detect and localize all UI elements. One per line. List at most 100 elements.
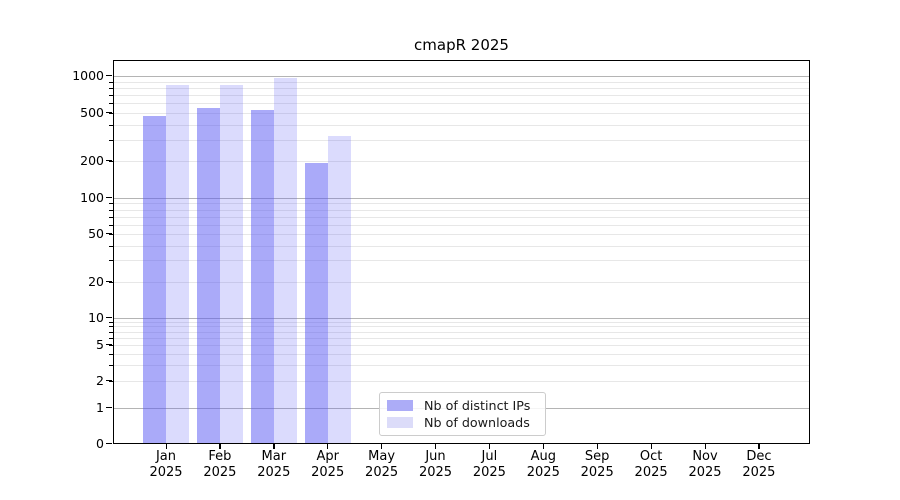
gridline-major	[114, 198, 809, 199]
x-tick-label-sep: Sep 2025	[567, 449, 627, 480]
gridline-minor	[114, 95, 809, 96]
x-tick-month: Mar	[261, 449, 287, 464]
x-tick-year: 2025	[311, 464, 345, 480]
x-tick-year: 2025	[203, 464, 237, 480]
x-tick-year: 2025	[257, 464, 291, 480]
y-tick-label: 100	[80, 190, 104, 205]
y-tick-mark-minor	[109, 322, 113, 323]
x-tick-label-jun: Jun 2025	[406, 449, 466, 480]
x-tick-month: Dec	[746, 449, 772, 464]
x-tick-label-aug: Aug 2025	[513, 449, 573, 480]
x-tick-month: Apr	[316, 449, 339, 464]
y-tick-label: 200	[80, 153, 104, 168]
y-tick-label: 10	[88, 310, 104, 325]
bar-downloads-mar	[274, 78, 297, 443]
x-tick-month: Feb	[208, 449, 232, 464]
x-tick-label-dec: Dec 2025	[729, 449, 789, 480]
y-tick-mark-minor	[109, 326, 113, 327]
gridline-minor	[114, 322, 809, 323]
y-tick-mark	[106, 443, 112, 445]
x-tick-label-mar: Mar 2025	[244, 449, 304, 480]
x-tick-month: Nov	[692, 449, 718, 464]
y-tick-mark	[106, 281, 112, 283]
x-tick-year: 2025	[472, 464, 506, 480]
x-tick-mark	[219, 444, 221, 449]
bar-distinct-ips-mar	[251, 110, 274, 443]
x-tick-year: 2025	[634, 464, 668, 480]
gridline-major	[114, 318, 809, 319]
gridline-minor	[114, 381, 809, 382]
plot-area	[113, 60, 810, 444]
x-tick-year: 2025	[526, 464, 560, 480]
y-tick-mark-minor	[109, 82, 113, 83]
x-tick-label-jan: Jan 2025	[136, 449, 196, 480]
gridline-minor	[114, 234, 809, 235]
y-tick-mark-minor	[109, 113, 113, 114]
legend: Nb of distinct IPs Nb of downloads	[379, 392, 546, 436]
gridline-minor	[114, 217, 809, 218]
gridline-minor	[114, 326, 809, 327]
legend-row-downloads: Nb of downloads	[387, 414, 537, 431]
x-tick-year: 2025	[149, 464, 183, 480]
y-tick-label: 500	[80, 105, 104, 120]
bar-downloads-jan	[166, 85, 189, 443]
y-tick-mark	[106, 112, 112, 114]
x-tick-mark	[542, 444, 545, 449]
y-tick-mark-minor	[109, 365, 113, 366]
x-tick-year: 2025	[580, 464, 614, 480]
y-tick-mark-minor	[109, 246, 113, 247]
y-tick-mark	[106, 75, 112, 77]
y-tick-mark-minor	[109, 338, 113, 339]
bar-downloads-apr	[328, 136, 351, 443]
gridline-minor	[114, 332, 809, 333]
x-tick-mark	[381, 444, 383, 449]
gridline-major	[114, 76, 809, 77]
x-tick-month: Sep	[584, 449, 610, 464]
x-tick-mark	[704, 444, 706, 449]
y-tick-mark-minor	[109, 210, 113, 211]
bar-downloads-feb	[220, 85, 243, 443]
y-tick-mark-minor	[109, 140, 113, 141]
y-tick-mark-minor	[109, 203, 113, 204]
y-tick-mark-minor	[109, 260, 113, 261]
x-tick-month: Jul	[481, 449, 498, 464]
x-tick-mark	[596, 444, 598, 449]
y-tick-label: 2	[96, 373, 104, 388]
x-tick-label-may: May 2025	[352, 449, 412, 480]
y-tick-mark-minor	[109, 354, 113, 355]
y-tick-mark	[106, 160, 112, 162]
gridline-minor	[114, 354, 809, 355]
gridline-minor	[114, 210, 809, 211]
y-tick-mark-minor	[109, 282, 113, 283]
y-tick-mark-minor	[109, 381, 113, 382]
x-tick-mark	[488, 444, 491, 449]
gridline-minor	[114, 88, 809, 89]
y-tick-label: 5	[96, 337, 104, 352]
x-tick-mark	[758, 444, 760, 449]
gridline-minor	[114, 203, 809, 204]
x-tick-month: Jun	[425, 449, 446, 464]
bar-distinct-ips-jan	[143, 116, 166, 443]
x-tick-label-oct: Oct 2025	[621, 449, 681, 480]
y-tick-mark-minor	[109, 103, 113, 104]
y-tick-label: 50	[88, 226, 104, 241]
y-tick-mark-minor	[109, 345, 113, 346]
gridline-minor	[114, 225, 809, 226]
x-tick-year: 2025	[418, 464, 453, 480]
x-tick-month: Jan	[155, 449, 177, 464]
y-tick-label: 20	[88, 274, 104, 289]
x-tick-mark	[165, 444, 167, 449]
x-tick-mark	[273, 444, 275, 449]
y-tick-mark	[106, 233, 112, 235]
gridline-minor	[114, 246, 809, 247]
x-tick-year: 2025	[742, 464, 776, 480]
chart-title: cmapR 2025	[414, 36, 509, 54]
gridline-minor	[114, 161, 809, 162]
y-tick-mark-minor	[109, 217, 113, 218]
x-tick-mark	[435, 444, 437, 449]
y-tick-mark-minor	[109, 161, 113, 162]
x-tick-year: 2025	[688, 464, 722, 480]
x-tick-label-nov: Nov 2025	[675, 449, 735, 480]
gridline-minor	[114, 260, 809, 261]
